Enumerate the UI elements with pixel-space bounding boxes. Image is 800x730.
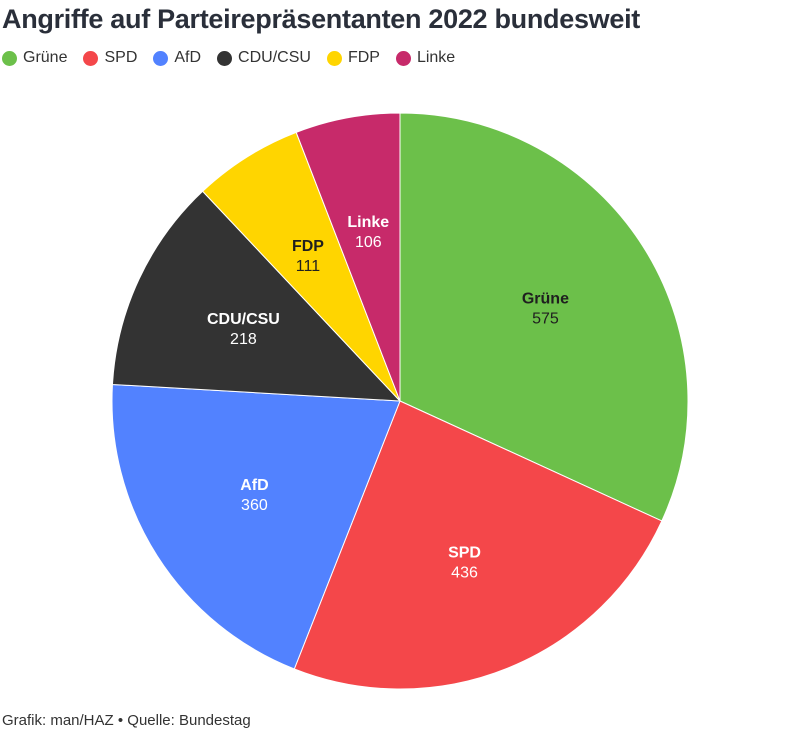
slice-value-label: 436 [451, 564, 478, 581]
slice-name-label: CDU/CSU [207, 311, 280, 328]
slice-value-label: 575 [532, 311, 559, 328]
pie-slice [295, 112, 401, 402]
legend-swatch [153, 50, 169, 66]
legend: Grüne SPD AfD CDU/CSU FDP Linke [2, 49, 471, 67]
slice-value-label: 106 [355, 234, 382, 251]
slice-name-label: Grüne [522, 291, 569, 308]
slice-name-label: FDP [292, 238, 324, 255]
legend-item: AfD [153, 49, 201, 67]
legend-label: FDP [347, 49, 380, 66]
pie-slice [399, 112, 689, 522]
legend-item: CDU/CSU [217, 49, 311, 67]
legend-swatch [83, 50, 99, 66]
slice-value-label: 360 [241, 497, 268, 514]
slice-name-label: Linke [347, 214, 389, 231]
legend-swatch [395, 50, 411, 66]
legend-label: AfD [174, 49, 202, 66]
slice-name-label: AfD [240, 477, 268, 494]
legend-swatch [326, 50, 342, 66]
source-footer: Grafik: man/HAZ • Quelle: Bundestag [2, 712, 251, 729]
pie-slice [293, 400, 663, 690]
legend-swatch [2, 50, 17, 66]
legend-label: Grüne [23, 49, 68, 66]
legend-label: SPD [104, 49, 138, 66]
legend-item: SPD [83, 49, 137, 67]
legend-item: Linke [395, 49, 456, 67]
legend-label: CDU/CSU [238, 49, 311, 66]
chart-title: Angriffe auf Parteirepräsentanten 2022 b… [2, 4, 640, 34]
legend-item: FDP [326, 49, 380, 67]
slice-value-label: 218 [230, 331, 257, 348]
pie-slice [111, 383, 401, 670]
slice-name-label: SPD [448, 544, 481, 561]
slice-value-label: 111 [296, 258, 320, 275]
legend-item: Grüne [2, 49, 67, 67]
legend-swatch [217, 50, 233, 66]
pie-slice [111, 190, 402, 402]
legend-label: Linke [416, 49, 456, 66]
